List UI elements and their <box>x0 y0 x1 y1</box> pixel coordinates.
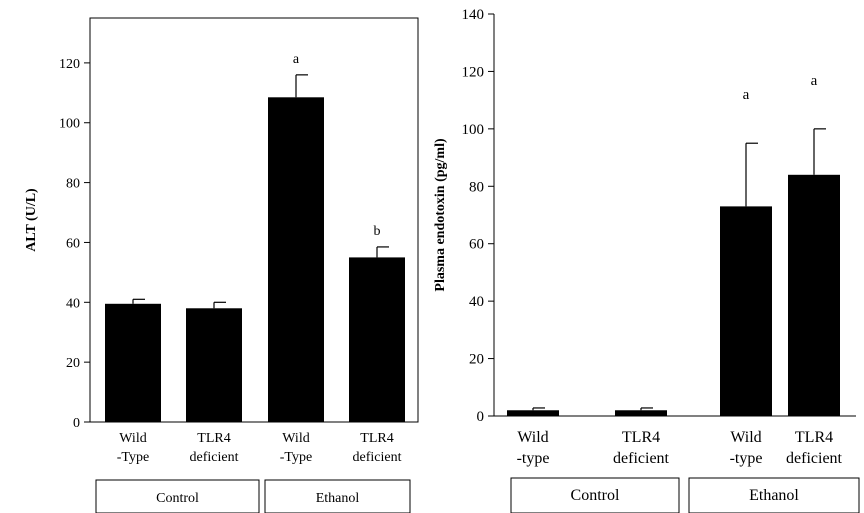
alt-category-label: TLR4 <box>360 431 393 446</box>
alt-group-boxes: Control Ethanol <box>95 479 411 513</box>
alt-bar <box>186 308 242 422</box>
endotoxin-y-tick-label: 120 <box>462 64 485 80</box>
endotoxin-y-tick-label: 80 <box>469 179 484 195</box>
endotoxin-y-axis-label: Plasma endotoxin (pg/ml) <box>433 138 448 292</box>
endotoxin-y-axis-ticks: 0 20 40 60 80 100 120 140 <box>462 7 494 425</box>
alt-plot-frame <box>89 17 419 423</box>
alt-y-tick-label: 80 <box>66 177 80 192</box>
alt-y-tick-label: 120 <box>59 57 80 72</box>
endotoxin-y-tick-label: 100 <box>462 122 485 138</box>
endotoxin-category-label: TLR4 <box>795 429 833 446</box>
alt-category-label: deficient <box>190 450 239 465</box>
alt-bars: ab <box>105 52 405 422</box>
alt-y-tick-label: 0 <box>73 416 80 431</box>
endotoxin-x-categories: Wild -type TLR4 deficient Wild -type TLR4 defic… <box>517 429 843 467</box>
alt-group-box <box>95 479 260 513</box>
endotoxin-bar <box>788 174 840 416</box>
endotoxin-significance-label: a <box>811 73 818 89</box>
alt-category-label: -Type <box>117 450 149 465</box>
alt-y-tick-label: 40 <box>66 296 80 311</box>
endotoxin-bar <box>507 410 559 416</box>
endotoxin-group-label: Ethanol <box>749 487 799 504</box>
endotoxin-y-tick-label: 60 <box>469 237 484 253</box>
alt-category-label: Wild <box>282 431 309 446</box>
endotoxin-y-tick-label: 40 <box>469 294 484 310</box>
alt-group-label: Control <box>156 491 199 506</box>
endotoxin-group-label: Control <box>571 487 620 504</box>
endotoxin-category-label: TLR4 <box>622 429 660 446</box>
alt-bar <box>349 257 405 422</box>
endotoxin-group-box <box>510 477 680 513</box>
endotoxin-group-box <box>688 477 860 513</box>
alt-category-label: Wild <box>119 431 146 446</box>
alt-bar <box>105 303 161 422</box>
alt-category-label: deficient <box>353 450 402 465</box>
alt-x-categories: Wild -Type TLR4 deficient Wild -Type TLR4 defic… <box>117 431 402 465</box>
endotoxin-category-label: Wild <box>730 429 761 446</box>
endotoxin-category-label: Wild <box>517 429 548 446</box>
endotoxin-bar <box>615 410 667 416</box>
endotoxin-y-tick-label: 20 <box>469 352 484 368</box>
endotoxin-category-label: deficient <box>786 450 843 467</box>
endotoxin-category-label: -type <box>517 450 550 467</box>
endotoxin-group-boxes: Control Ethanol <box>510 477 860 513</box>
endotoxin-y-tick-label: 140 <box>462 7 485 23</box>
endotoxin-significance-label: a <box>743 87 750 103</box>
alt-y-axis-label: ALT (U/L) <box>24 188 39 252</box>
alt-significance-label: a <box>293 52 300 67</box>
alt-significance-label: b <box>374 224 381 239</box>
alt-y-tick-label: 60 <box>66 236 80 251</box>
endotoxin-category-label: -type <box>730 450 763 467</box>
alt-y-tick-label: 20 <box>66 356 80 371</box>
endotoxin-bar <box>720 206 772 416</box>
endotoxin-category-label: deficient <box>613 450 670 467</box>
alt-y-tick-label: 100 <box>59 117 80 132</box>
endotoxin-bars: aa <box>507 73 840 416</box>
alt-group-box <box>264 479 411 513</box>
alt-group-label: Ethanol <box>316 491 360 506</box>
endotoxin-y-tick-label: 0 <box>477 409 485 425</box>
alt-y-axis-ticks: 0 20 40 60 80 100 120 <box>59 57 90 431</box>
alt-bar <box>268 97 324 422</box>
alt-category-label: -Type <box>280 450 312 465</box>
alt-category-label: TLR4 <box>197 431 230 446</box>
